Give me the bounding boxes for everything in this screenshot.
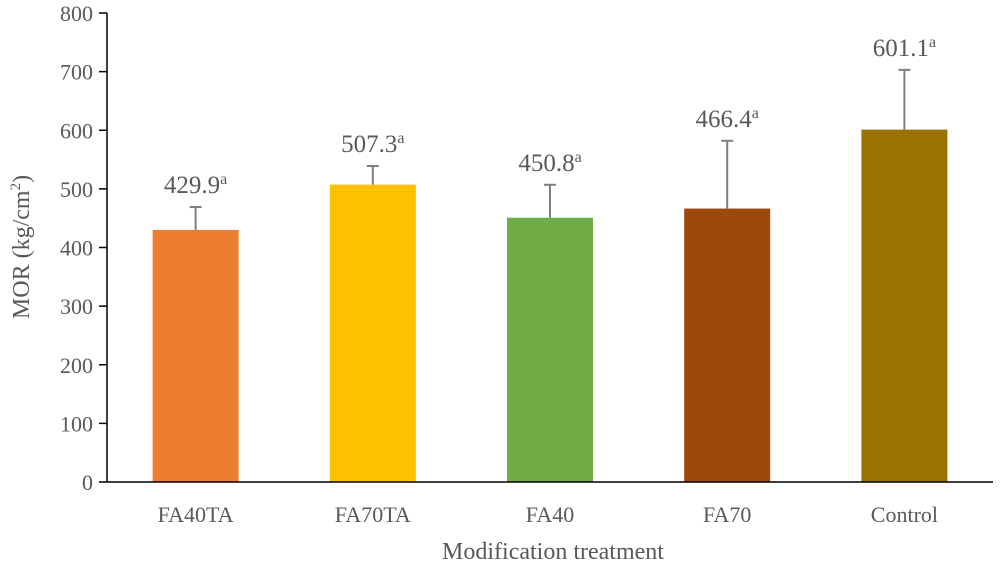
- bar: [861, 129, 948, 483]
- x-axis-title: Modification treatment: [442, 539, 664, 565]
- data-label-value: 429.9: [164, 172, 220, 199]
- y-tick-label: 800: [60, 1, 93, 26]
- data-label-value: 507.3: [341, 131, 397, 158]
- y-axis-title-superscript: 2: [8, 183, 24, 191]
- bar: [507, 217, 593, 482]
- data-label-value: 601.1: [873, 35, 929, 62]
- significance-letter: a: [752, 105, 759, 122]
- data-label: 507.3a: [341, 130, 404, 158]
- bar: [329, 184, 416, 482]
- y-axis-title-close: ): [9, 175, 35, 183]
- bar: [152, 229, 239, 482]
- y-tick-label: 700: [60, 60, 93, 85]
- bars: [152, 129, 948, 483]
- data-label: 429.9a: [164, 171, 227, 199]
- x-category-label: FA70TA: [335, 502, 411, 527]
- y-axis-ticks: 0 100 200 300 400 500 600 700 800: [60, 1, 107, 495]
- significance-letter: a: [220, 171, 227, 188]
- data-label-value: 466.4: [696, 106, 753, 133]
- error-bars: [189, 68, 911, 230]
- x-category-label: FA70: [703, 502, 752, 527]
- y-tick-label: 100: [60, 411, 93, 436]
- bar: [684, 208, 771, 482]
- data-label: 466.4a: [696, 105, 759, 133]
- y-tick-label: 200: [60, 353, 93, 378]
- x-category-label: FA40: [526, 502, 575, 527]
- data-label: 601.1a: [873, 34, 936, 62]
- y-tick-label: 300: [60, 294, 93, 319]
- x-axis-categories: FA40TA FA70TA FA40 FA70 Control: [158, 502, 938, 527]
- significance-letter: a: [575, 149, 582, 166]
- significance-letter: a: [397, 130, 404, 147]
- x-category-label: Control: [871, 502, 938, 527]
- y-tick-label: 400: [60, 236, 93, 261]
- y-tick-label: 0: [82, 470, 93, 495]
- data-label-value: 450.8: [518, 150, 574, 177]
- y-tick-label: 600: [60, 118, 93, 143]
- y-tick-label: 500: [60, 177, 93, 202]
- significance-letter: a: [929, 34, 936, 51]
- y-axis-title: MOR (kg/cm2): [8, 175, 35, 319]
- data-label: 450.8a: [518, 149, 581, 177]
- x-category-label: FA40TA: [158, 502, 234, 527]
- y-axis-title-main: MOR (kg/cm: [9, 190, 35, 319]
